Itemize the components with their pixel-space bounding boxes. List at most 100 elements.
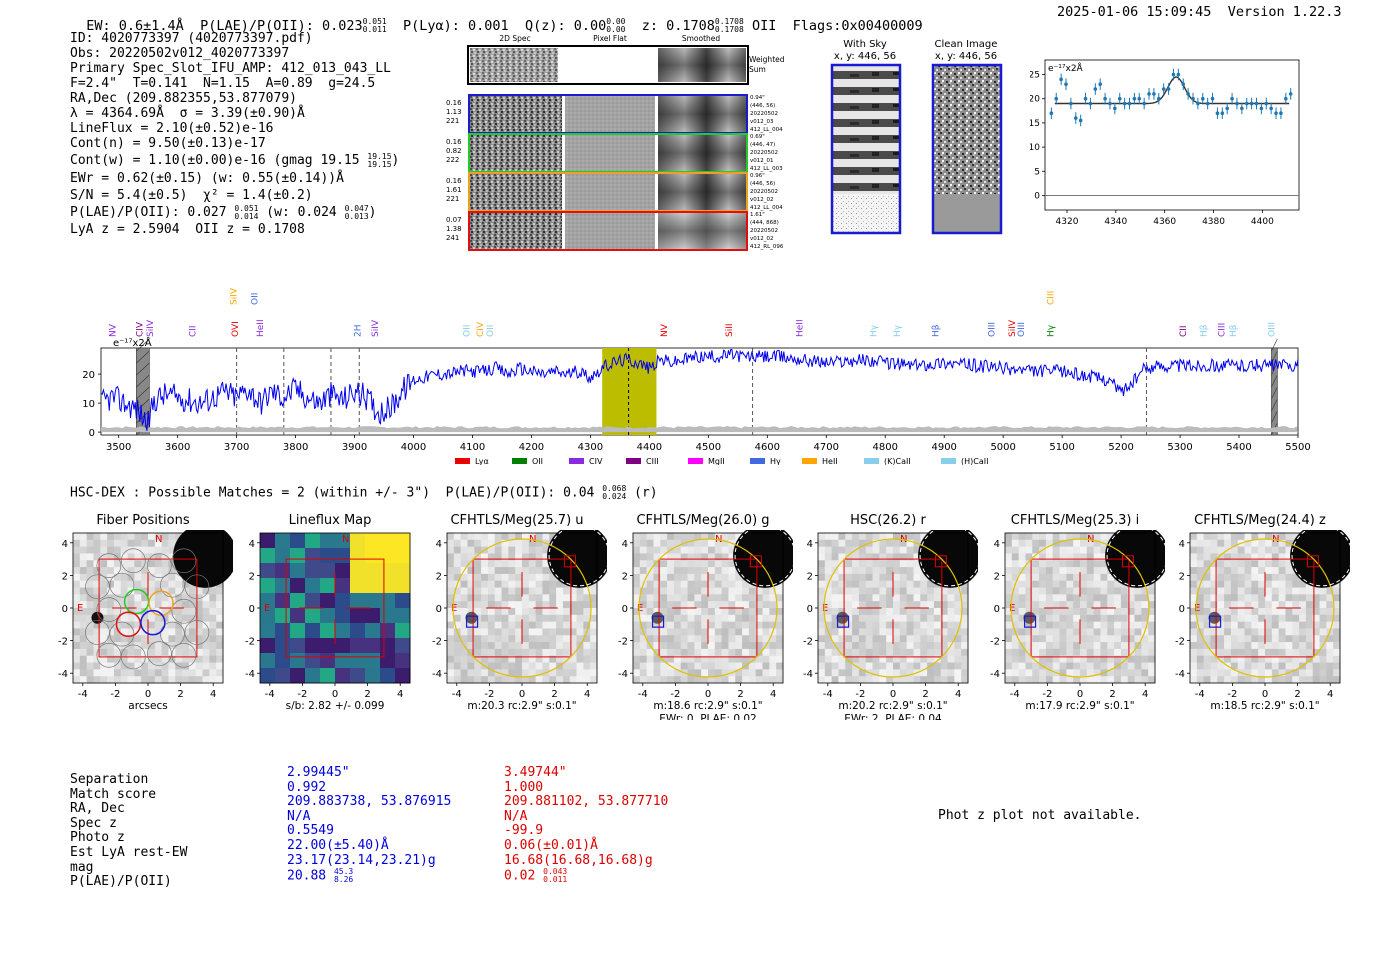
image-pixel (1100, 580, 1108, 589)
image-pixel (175, 614, 183, 623)
image-pixel (961, 648, 969, 657)
main-xtick-label: 3500 (106, 442, 131, 453)
image-pixel (872, 676, 880, 684)
image-pixel (954, 642, 962, 650)
table-cell-red-plae: 0.02 0.043 0.011 (504, 868, 668, 884)
image-pixel (1080, 662, 1088, 670)
image-pixel (1244, 621, 1252, 629)
weighted-label: Weighted (749, 55, 785, 64)
image-pixel (1271, 648, 1280, 657)
image-pixel (1080, 567, 1088, 575)
panel-ytick-label: 4 (1179, 539, 1185, 550)
image-pixel (1025, 546, 1033, 554)
image-pixel (1093, 655, 1101, 664)
image-pixel (769, 594, 777, 602)
image-pixel (93, 642, 101, 650)
image-pixel (1134, 662, 1142, 670)
panel-xtick-label: 2 (177, 689, 183, 700)
image-pixel (202, 601, 210, 609)
image-pixel (209, 614, 217, 623)
image-pixel (1066, 573, 1074, 582)
image-pixel (1059, 676, 1067, 684)
image-pixel (927, 642, 935, 650)
image-pixel (467, 642, 475, 650)
image-pixel (755, 662, 764, 670)
main-ytick-label: 0 (89, 428, 95, 439)
image-pixel (460, 587, 468, 595)
image-pixel (1285, 655, 1293, 664)
image-pixel (818, 587, 826, 595)
zoom-data-point (1166, 87, 1171, 91)
bright-source (173, 530, 233, 588)
image-pixel (1080, 560, 1088, 568)
image-pixel (528, 533, 537, 541)
image-pixel (687, 594, 695, 602)
image-pixel (1011, 648, 1020, 657)
fiber-images: With Sky x, y: 446, 56 Clean Image x, y:… (830, 39, 1003, 235)
image-pixel (858, 594, 867, 602)
image-pixel (940, 614, 949, 623)
image-pixel (762, 655, 770, 664)
image-pixel (755, 648, 764, 657)
image-pixel (831, 580, 839, 589)
image-pixel (1190, 594, 1198, 602)
image-pixel (714, 601, 723, 609)
panel-ytick-label: 2 (62, 571, 68, 582)
image-pixel (742, 655, 750, 664)
spectral-line-label: OII (486, 325, 496, 337)
image-pixel (872, 648, 880, 657)
image-pixel (748, 662, 757, 670)
image-pixel (735, 594, 743, 602)
image-pixel (633, 587, 641, 595)
panel-xtick-label: 0 (332, 689, 338, 700)
image-pixel (1011, 594, 1020, 602)
header-plae-lo: 0.011 (362, 25, 387, 34)
image-pixel (1258, 676, 1266, 684)
panel-xtick-label: -2 (1227, 689, 1237, 700)
image-pixel (1093, 648, 1101, 657)
image-pixel (762, 628, 770, 636)
bright-source (547, 530, 607, 588)
image-pixel (1258, 635, 1266, 643)
image-pixel (1086, 662, 1095, 670)
image-pixel (633, 594, 641, 602)
image-pixel (487, 573, 496, 582)
header-bar: EW: 0.6±1.4Å P(LAE)/P(OII): 0.023 0.051 0.… (70, 2, 922, 35)
zoom-data-point (1284, 96, 1288, 101)
image-pixel (1278, 662, 1286, 670)
image-pixel (494, 594, 503, 602)
header-z: z: 0.1708 (641, 18, 715, 34)
image-pixel (1333, 635, 1341, 643)
image-pixel (742, 601, 750, 609)
image-pixel (920, 601, 928, 609)
image-pixel (447, 655, 455, 664)
image-pixel (528, 662, 537, 670)
flux-map-pixel (365, 668, 381, 684)
image-pixel (515, 594, 523, 602)
image-pixel (1312, 642, 1321, 650)
image-pixel (872, 662, 880, 670)
image-pixel (673, 642, 682, 650)
image-pixel (1120, 608, 1129, 616)
image-pixel (865, 533, 874, 541)
image-pixel (1305, 642, 1314, 650)
image-pixel (148, 669, 156, 677)
bright-source (1290, 530, 1350, 588)
image-pixel (701, 533, 709, 541)
image-pixel (1190, 642, 1198, 650)
image-pixel (1237, 553, 1246, 561)
image-pixel (79, 648, 88, 657)
image-pixel (175, 533, 183, 541)
image-pixel (134, 669, 142, 677)
image-pixel (694, 648, 702, 657)
image-pixel (216, 655, 224, 664)
image-pixel (701, 614, 709, 623)
image-pixel (141, 642, 149, 650)
image-pixel (1299, 601, 1307, 609)
main-xtick-label: 3800 (283, 442, 308, 453)
image-pixel (508, 587, 516, 595)
image-pixel (576, 628, 584, 636)
fiber-circle (160, 572, 185, 598)
image-pixel (721, 648, 729, 657)
image-pixel (1224, 533, 1232, 541)
